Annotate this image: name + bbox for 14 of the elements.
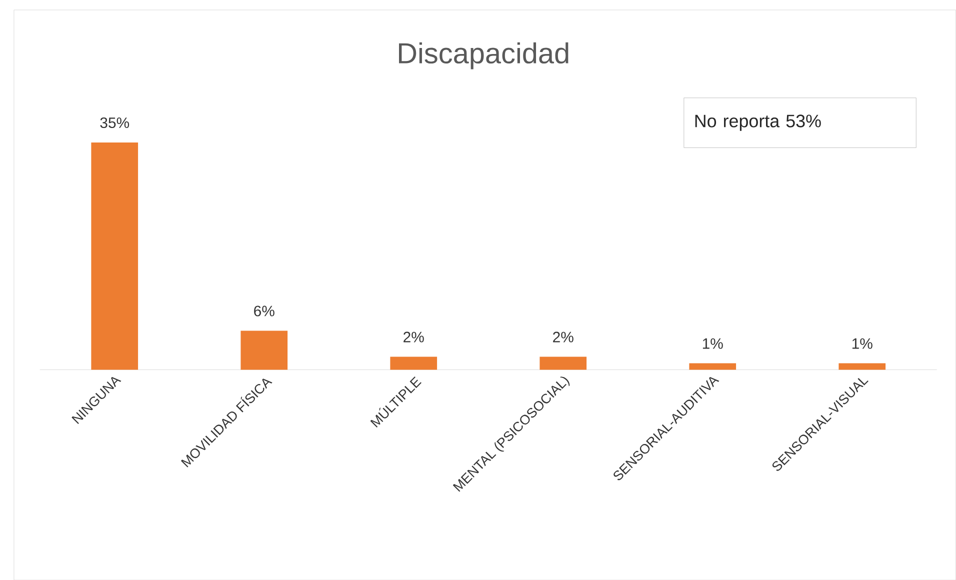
data-label: 2% <box>553 332 574 342</box>
bar <box>540 356 587 370</box>
data-label: 1% <box>852 338 872 349</box>
bar <box>838 363 886 370</box>
data-label: 35% <box>100 117 130 128</box>
chart-title: Discapacidad <box>399 42 568 70</box>
bar <box>390 356 438 370</box>
data-label: 2% <box>404 332 424 342</box>
data-label: 1% <box>702 338 723 349</box>
text: No reporta 53% <box>695 114 821 131</box>
bar <box>240 330 288 370</box>
bar <box>689 363 736 370</box>
data-label: 6% <box>254 306 274 316</box>
bar <box>91 142 138 370</box>
